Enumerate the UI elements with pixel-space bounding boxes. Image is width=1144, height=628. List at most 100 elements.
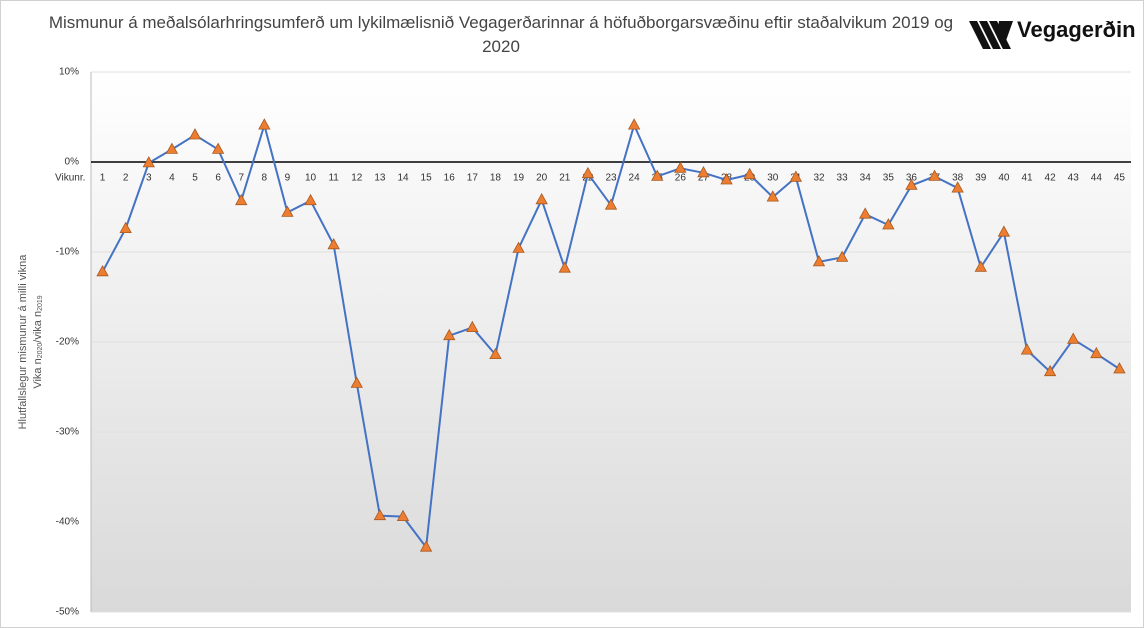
x-tick-label: 15 — [421, 173, 433, 184]
data-point — [627, 118, 641, 130]
y-tick-label: 0% — [65, 157, 80, 168]
x-tick-label: 45 — [1114, 173, 1126, 184]
data-point — [396, 509, 410, 521]
logo-text: Vegagerðin — [1017, 17, 1136, 42]
x-tick-label: 7 — [238, 173, 244, 184]
data-point — [96, 264, 109, 277]
y-tick-label: -10% — [56, 247, 79, 258]
x-tick-label: 19 — [513, 173, 525, 184]
x-axis-label: Vikunr. — [55, 173, 85, 184]
data-point — [1067, 332, 1080, 344]
data-point — [997, 225, 1011, 237]
x-tick-label: 8 — [262, 173, 268, 184]
data-point — [466, 320, 479, 332]
x-tick-label: 27 — [698, 173, 710, 184]
data-point — [489, 347, 502, 359]
x-tick-label: 23 — [605, 173, 617, 184]
x-tick-label: 42 — [1045, 173, 1057, 184]
data-point — [211, 142, 225, 154]
data-point — [859, 207, 872, 219]
data-point — [720, 173, 733, 185]
x-tick-label: 24 — [629, 173, 641, 184]
x-tick-label: 18 — [490, 173, 502, 184]
data-point — [558, 261, 571, 273]
data-point — [373, 508, 387, 521]
y-axis-label-2: Vika n2020/vika n2019 — [32, 295, 44, 388]
x-tick-label: 26 — [675, 173, 687, 184]
x-tick-label: 1 — [100, 173, 106, 184]
x-tick-label: 39 — [975, 173, 987, 184]
data-point — [974, 260, 987, 272]
x-tick-label: 21 — [559, 173, 571, 184]
x-tick-label: 9 — [285, 173, 291, 184]
data-point — [258, 118, 271, 130]
y-tick-label: -40% — [56, 517, 79, 528]
x-tick-label: 38 — [952, 173, 964, 184]
data-point — [835, 250, 849, 262]
data-point — [651, 169, 664, 181]
data-point — [142, 156, 155, 168]
x-tick-label: 14 — [397, 173, 409, 184]
data-point — [1043, 364, 1057, 377]
y-label-sub: 2020 — [37, 343, 44, 359]
data-point — [789, 170, 803, 182]
x-tick-label: 32 — [813, 173, 825, 184]
x-tick-label: 30 — [767, 173, 779, 184]
y-label-part: Vika n — [32, 358, 44, 388]
data-point — [743, 167, 756, 179]
data-point — [327, 237, 340, 250]
x-tick-label: 41 — [1021, 173, 1033, 184]
data-point — [604, 198, 618, 210]
y-label-sub: 2019 — [37, 295, 44, 311]
x-tick-label: 10 — [305, 173, 317, 184]
y-tick-label: -50% — [56, 607, 79, 618]
data-point — [235, 193, 248, 206]
data-point — [905, 178, 918, 190]
y-tick-label: 10% — [59, 67, 79, 78]
data-point — [165, 142, 179, 154]
y-tick-label: -20% — [56, 337, 79, 348]
x-tick-label: 13 — [374, 173, 386, 184]
data-point — [119, 221, 132, 233]
data-point — [674, 161, 687, 173]
data-point — [419, 540, 433, 552]
x-tick-label: 43 — [1068, 173, 1080, 184]
x-tick-label: 33 — [837, 173, 849, 184]
data-point — [1090, 346, 1103, 359]
x-tick-label: 35 — [883, 173, 895, 184]
x-tick-label: 12 — [351, 173, 363, 184]
data-point — [581, 166, 595, 179]
x-tick-label: 11 — [328, 173, 339, 184]
x-tick-label: 4 — [169, 173, 175, 184]
x-tick-label: 5 — [192, 173, 198, 184]
x-tick-label: 22 — [582, 173, 594, 184]
data-point — [281, 205, 294, 217]
y-tick-label: -30% — [56, 427, 79, 438]
x-tick-label: 36 — [906, 173, 918, 184]
x-tick-label: 40 — [998, 173, 1010, 184]
data-point — [697, 165, 710, 178]
y-axis-label: Hlutfallslegur mismunur á milli vikna — [17, 254, 29, 430]
data-point — [766, 190, 779, 202]
x-tick-label: 20 — [536, 173, 548, 184]
x-tick-label: 34 — [860, 173, 872, 184]
x-tick-label: 44 — [1091, 173, 1103, 184]
logo-icon — [969, 21, 1013, 49]
data-point — [512, 241, 525, 253]
chart-title: Mismunur á meðalsólarhringsumferð um lyk… — [48, 13, 954, 56]
data-point — [443, 328, 456, 341]
data-point — [928, 169, 941, 181]
x-tick-label: 6 — [215, 173, 221, 184]
data-point — [188, 128, 202, 140]
data-point — [304, 193, 317, 206]
data-point — [951, 181, 964, 193]
data-point — [350, 376, 363, 388]
data-point — [1113, 362, 1126, 374]
x-tick-label: 3 — [146, 173, 152, 184]
y-label-part: /vika n — [32, 311, 44, 343]
x-tick-label: 16 — [444, 173, 456, 184]
data-point — [1020, 343, 1034, 355]
x-tick-label: 17 — [467, 173, 479, 184]
